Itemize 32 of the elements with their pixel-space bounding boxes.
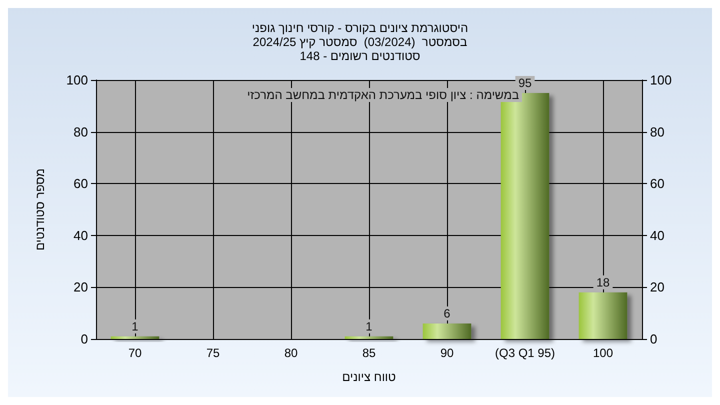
x-axis-title: טווח ציונים xyxy=(342,370,396,384)
data-label: 1 xyxy=(366,319,373,334)
y2-tick-label: 80 xyxy=(650,124,664,140)
bar xyxy=(110,336,160,339)
y2-tick-label: 20 xyxy=(650,280,664,295)
x-tick-label: 100 xyxy=(592,346,614,360)
x-tick-label: 85 xyxy=(362,346,376,360)
y2-tick-label: 100 xyxy=(650,72,672,88)
x-tick-label: 80 xyxy=(284,346,298,360)
y-tick-label: 20 xyxy=(74,280,88,295)
annotation: במשימה : ציון סופי במערכת האקדמית במחשב המרכזי xyxy=(247,88,520,102)
y-tick-label: 100 xyxy=(66,72,88,88)
y-tick-label: 60 xyxy=(74,176,88,192)
y-tick-label: 80 xyxy=(74,124,88,140)
data-label: 1 xyxy=(132,319,139,334)
y-tick-label: 0 xyxy=(80,332,88,346)
y2-tick-label: 60 xyxy=(650,176,664,192)
bar xyxy=(578,292,628,339)
y-axis-title: מספר סטודנטים xyxy=(33,168,47,251)
y-tick-label: 40 xyxy=(74,228,88,243)
data-label: 18 xyxy=(596,275,610,290)
data-label: 6 xyxy=(444,306,451,320)
x-tick-label: 75 xyxy=(206,346,220,360)
x-tick-label: 90 xyxy=(440,346,454,360)
bar xyxy=(344,336,394,339)
bar xyxy=(422,323,472,339)
chart-title: היסטוגרמת ציונים בקורס - קורסי חינוך גופני בסמסטר (03/2024) סמסטר קיץ 2024/25 סטודנטים רשומים - 148 xyxy=(252,21,468,63)
x-tick-label: (Q3 Q1 95) xyxy=(494,346,556,360)
y2-tick-label: 0 xyxy=(650,332,658,346)
x-tick-label: 70 xyxy=(128,346,142,360)
data-label: 95 xyxy=(518,76,532,90)
y2-tick-label: 40 xyxy=(650,228,664,243)
